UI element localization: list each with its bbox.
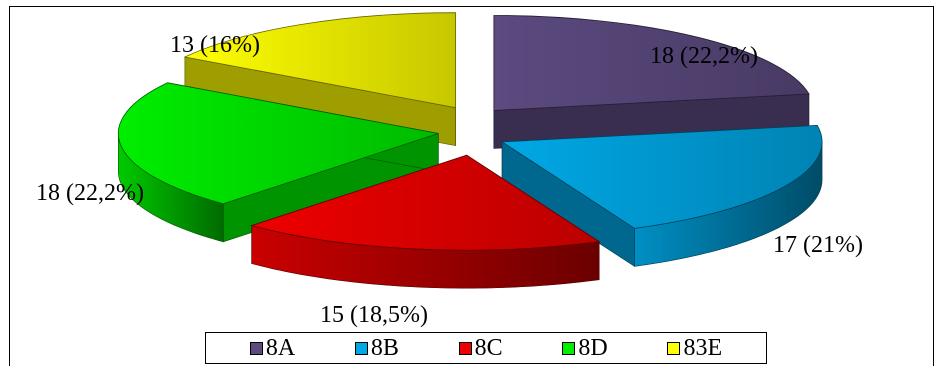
pie-slice-8D [117, 82, 439, 243]
legend-swatch [249, 341, 263, 355]
data-label-83E: 13 (16%) [170, 32, 260, 58]
legend-label: 8B [370, 335, 399, 361]
legend-item-8B: 8B [354, 335, 399, 361]
legend-swatch [667, 341, 681, 355]
legend-label: 8A [265, 335, 296, 361]
pie-slice-8B [500, 124, 823, 267]
legend-label: 8D [578, 335, 608, 361]
legend-swatch [354, 341, 368, 355]
data-label-8D: 18 (22,2%) [36, 180, 144, 206]
legend-label: 83E [683, 335, 723, 361]
pie-slice-8C [250, 154, 601, 289]
data-label-8A: 18 (22,2%) [650, 43, 758, 69]
legend-item-8A: 8A [249, 335, 296, 361]
legend-item-83E: 83E [667, 336, 722, 360]
legend-item-8D: 8D [562, 335, 608, 361]
legend-item-8C: 8C [458, 335, 503, 361]
data-label-8C: 15 (18,5%) [320, 302, 428, 328]
legend-label: 8C [474, 335, 503, 361]
legend: 8A 8B 8C 8D 83E [205, 332, 767, 364]
pie-slice-83E [183, 12, 456, 147]
chart-frame [9, 6, 934, 366]
legend-swatch [458, 341, 472, 355]
data-label-8B: 17 (21%) [773, 232, 863, 258]
legend-swatch [562, 341, 576, 355]
